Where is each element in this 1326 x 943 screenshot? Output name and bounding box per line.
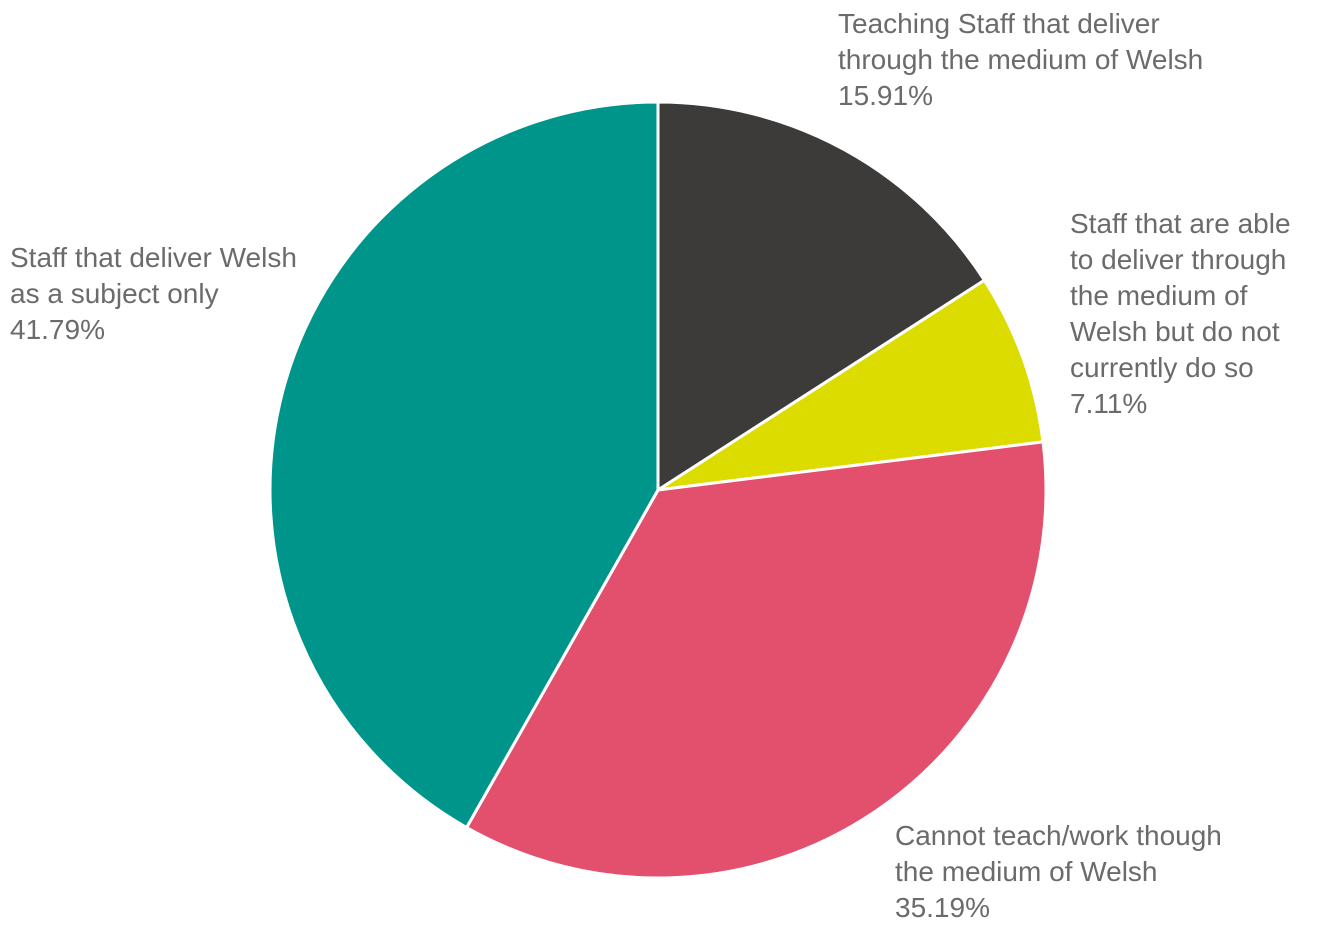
slice-label-line: Teaching Staff that deliver: [838, 8, 1160, 39]
slice-label-teaching-staff: Teaching Staff that deliver through the …: [838, 6, 1203, 114]
slice-label-cannot-teach: Cannot teach/work though the medium of W…: [895, 818, 1222, 926]
slice-value: 7.11%: [1070, 388, 1148, 419]
slice-value: 35.19%: [895, 892, 990, 923]
slice-label-line: Cannot teach/work though: [895, 820, 1222, 851]
pie-slice-able-not-currently: [656, 278, 1045, 492]
slice-label-line: Staff that are able: [1070, 208, 1291, 239]
slice-label-line: Welsh but do not: [1070, 316, 1280, 347]
pie-slice-teaching-staff: [656, 100, 986, 492]
slice-value: 41.79%: [10, 314, 105, 345]
slice-label-welsh-subject-only: Staff that deliver Welsh as a subject on…: [10, 240, 297, 348]
slice-label-able-not-currently: Staff that are able to deliver through t…: [1070, 206, 1291, 422]
pie-slice-welsh-subject-only: [268, 100, 660, 830]
pie-slice-cannot-teach: [465, 440, 1048, 880]
slice-label-line: as a subject only: [10, 278, 219, 309]
slice-label-line: to deliver through: [1070, 244, 1287, 275]
slice-label-line: currently do so: [1070, 352, 1254, 383]
slice-label-line: through the medium of Welsh: [838, 44, 1204, 75]
slice-label-line: Staff that deliver Welsh: [10, 242, 297, 273]
slice-label-line: the medium of Welsh: [895, 856, 1158, 887]
slice-value: 15.91%: [838, 80, 933, 111]
slice-label-line: the medium of: [1070, 280, 1248, 311]
